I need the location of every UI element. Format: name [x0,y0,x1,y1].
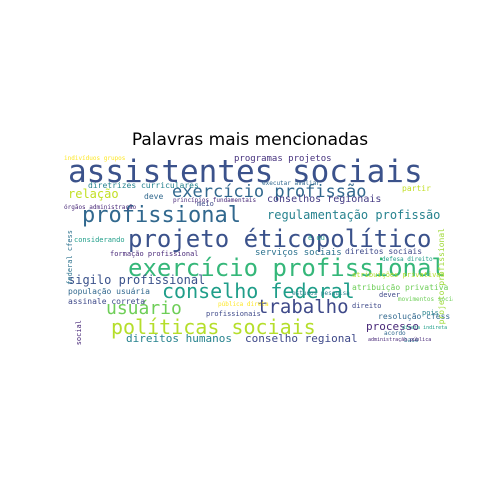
word-35: federal cfess [66,230,74,285]
word-6: políticas sociais [111,315,316,339]
word-3: profissional [82,203,241,228]
word-18: serviços sociais [255,248,342,258]
word-24: atribuições privativas [352,271,445,279]
word-20: população usuária [68,287,150,296]
word-8: usuário [106,298,182,319]
word-37: profissionais [206,310,261,318]
word-40: defesa direito [382,256,433,263]
word-41: dever [379,291,401,299]
word-15: conselhos regionais [267,194,382,205]
word-43: direito [352,302,382,310]
word-cloud: assistentes sociais projeto éticopolítico… [62,153,453,349]
word-2: exercício profissional [128,254,446,282]
word-12: conselho regional [245,332,358,345]
word-46: base [404,337,419,344]
word-26: resolução cfess [378,312,451,321]
word-4: exercício profissão [172,182,367,202]
word-9: sigilo profissional [68,273,206,287]
word-19: formação profissional [110,250,199,258]
word-34: órgãos administração [64,204,137,211]
word-16: programas projetos [234,154,332,164]
word-42: movimentos sociais [398,296,453,303]
word-0: assistentes sociais [68,154,423,190]
word-28: projeto profissional [437,228,446,325]
word-36: social [75,320,83,346]
word-49: é ou [308,234,325,242]
word-45: acordo [384,330,406,337]
word-17: diretrizes curriculares [88,181,199,190]
word-23: indivíduos grupos [64,155,126,162]
word-39: estudos pesquisa [292,290,350,297]
word-48: administração pública [368,337,432,343]
word-11: direitos humanos [126,332,232,345]
word-29: princípios fundamentais [173,197,257,204]
word-22: considerando [74,236,125,244]
word-10: regulamentação profissão [267,208,441,222]
word-21: assinale correta [68,297,146,306]
word-14: relação [68,187,119,201]
chart-title: Palavras mais mencionadas [131,130,369,150]
word-31: deve [144,192,164,201]
word-13: processo [366,320,419,333]
word-47: direta indireta [402,325,448,331]
word-33: meio [197,200,214,208]
word-7: trabalho [257,296,349,318]
word-38: pública direta [218,301,269,308]
word-32: partir [402,184,431,193]
word-25: atribuição privativa [352,283,449,292]
word-30: executar avaliar [262,180,320,187]
word-1: projeto éticopolítico [128,225,432,253]
word-27: direitos sociais [345,247,423,256]
word-44: pois [422,309,439,317]
word-5: conselho federal [162,279,355,303]
